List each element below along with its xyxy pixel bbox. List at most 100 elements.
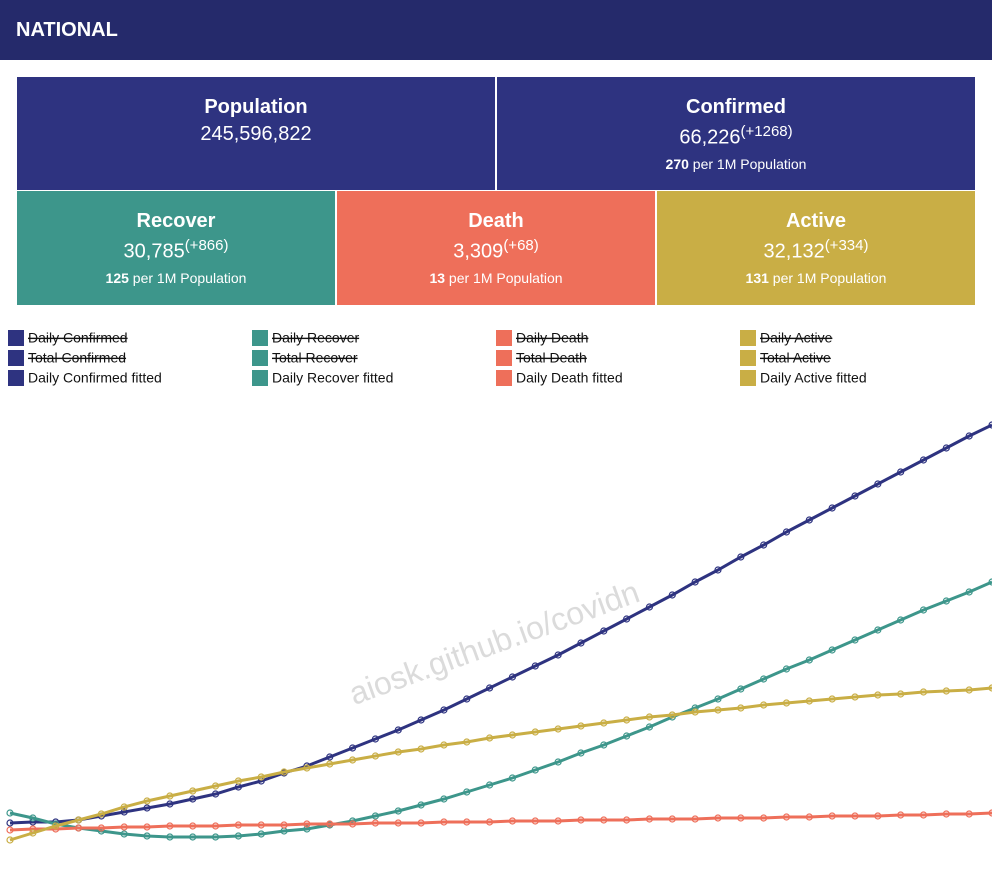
point <box>623 816 631 824</box>
per-million-value: 125 <box>105 269 129 286</box>
stat-value-line: 32,132(+334) <box>657 237 975 264</box>
point <box>874 626 882 634</box>
legend-swatch <box>252 330 268 346</box>
point <box>417 801 425 809</box>
point <box>714 695 722 703</box>
point <box>143 797 151 805</box>
point <box>760 675 768 683</box>
legend-label: Daily Confirmed fitted <box>28 370 162 386</box>
per-million-label: per 1M Population <box>772 269 887 286</box>
point <box>326 760 334 768</box>
point <box>97 810 105 818</box>
legend-swatch <box>740 330 756 346</box>
stat-card: Recover 30,785(+866) 125 per 1M Population <box>16 190 336 306</box>
point <box>851 693 859 701</box>
point <box>919 688 928 696</box>
point <box>554 725 562 733</box>
point <box>668 815 676 823</box>
line <box>9 811 992 832</box>
point <box>942 444 950 452</box>
legend-label: Total Death <box>516 350 587 366</box>
point <box>988 809 992 817</box>
stat-delta: (+1268) <box>740 123 793 140</box>
point <box>189 795 197 803</box>
point <box>280 768 288 776</box>
stat-value-line: 30,785(+866) <box>17 237 335 264</box>
legend-swatch <box>496 370 512 386</box>
point <box>965 432 973 440</box>
stat-delta: (+334) <box>824 237 869 254</box>
point <box>29 829 37 837</box>
point <box>508 673 517 681</box>
per-million-label: per 1M Population <box>692 155 807 172</box>
point <box>919 606 928 614</box>
per-million: 131 per 1M Population <box>657 270 975 286</box>
point <box>394 807 402 815</box>
point <box>668 711 676 719</box>
point <box>577 639 585 647</box>
point <box>623 615 631 623</box>
point <box>577 722 585 730</box>
legend-swatch <box>252 350 268 366</box>
point <box>988 684 992 692</box>
point <box>440 818 448 826</box>
legend-label: Daily Recover <box>272 330 359 346</box>
stat-delta: (+68) <box>503 237 539 254</box>
stat-value: 30,785 <box>123 240 185 263</box>
point <box>805 813 813 821</box>
stat-label: Population <box>204 96 308 118</box>
legend-label: Total Active <box>760 350 831 366</box>
point <box>257 773 265 781</box>
point <box>29 814 37 822</box>
stat-value: 245,596,822 <box>200 123 312 145</box>
legend-swatch <box>740 350 756 366</box>
per-million: 270 per 1M Population <box>497 156 975 172</box>
point <box>737 814 745 822</box>
point <box>965 686 973 694</box>
point <box>531 728 539 736</box>
line <box>9 580 992 839</box>
stat-value: 66,226 <box>679 126 741 149</box>
point <box>189 822 197 830</box>
point <box>371 812 379 820</box>
per-million-label: per 1M Population <box>132 269 247 286</box>
watermark: aiosk.github.io/covidn <box>344 573 644 711</box>
point <box>303 764 311 772</box>
point <box>74 816 83 824</box>
stat-value-line: 245,596,822 <box>17 123 495 146</box>
point <box>74 824 83 832</box>
legend-label: Daily Death fitted <box>516 370 623 386</box>
point <box>600 816 608 824</box>
per-million: 125 per 1M Population <box>17 270 335 286</box>
point <box>143 804 151 812</box>
point <box>394 748 402 756</box>
point <box>554 817 562 825</box>
legend-swatch <box>8 330 24 346</box>
point <box>897 690 905 698</box>
point <box>668 591 676 599</box>
point <box>348 756 357 764</box>
point <box>280 821 288 829</box>
point <box>211 822 220 830</box>
point <box>760 814 768 822</box>
point <box>485 818 494 826</box>
legend-swatch <box>252 370 268 386</box>
point <box>234 777 242 785</box>
point <box>211 782 220 790</box>
point <box>645 723 654 731</box>
point <box>166 822 174 830</box>
point <box>97 824 105 832</box>
per-million-value: 13 <box>429 269 446 286</box>
header-title: NATIONAL <box>0 0 992 60</box>
point <box>531 662 539 670</box>
stat-label: Death <box>468 210 524 232</box>
point <box>805 697 813 705</box>
point <box>782 813 791 821</box>
point <box>531 766 539 774</box>
per-million: 13 per 1M Population <box>337 270 655 286</box>
point <box>463 738 471 746</box>
stat-label: Active <box>785 210 847 232</box>
point <box>988 421 992 429</box>
point <box>760 701 768 709</box>
